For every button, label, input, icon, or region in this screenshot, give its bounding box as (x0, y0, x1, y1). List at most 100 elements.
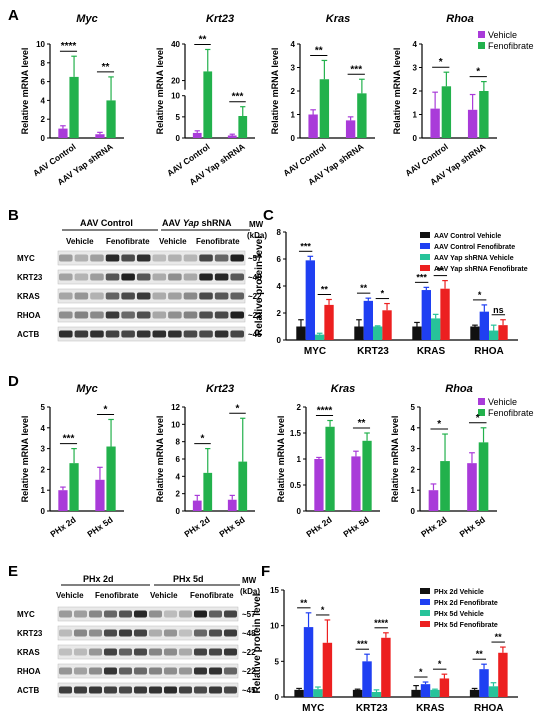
significance-label: * (236, 403, 240, 414)
significance-label: * (104, 404, 108, 415)
bar-krt23-aav-yap-shrna-fenofibrate (382, 310, 392, 340)
significance-label: **** (374, 618, 389, 628)
blot-band (59, 610, 72, 618)
y-tick-label: 20 (171, 77, 180, 86)
bar-phx-5d-fenofibrate (362, 440, 372, 511)
legend-label-aav-yap-shrna-fenofibrate: AAV Yap shRNA Fenofibrate (434, 266, 528, 273)
blot-row-label-rhoa: RHOA (17, 311, 41, 320)
bar-phx-5d-fenofibrate (238, 461, 248, 511)
blot-band (230, 330, 244, 338)
y-tick-label: 4 (41, 424, 46, 433)
y-tick-label: 2 (291, 87, 296, 96)
blot-band (89, 686, 102, 694)
blot-row-label-actb: ACTB (17, 330, 39, 339)
blot-row-label-actb: ACTB (17, 686, 39, 695)
significance-label: *** (300, 241, 311, 251)
bar-kras-aav-yap-shrna-fenofibrate (440, 288, 450, 340)
significance-label: * (321, 605, 325, 615)
blot-band (230, 273, 244, 281)
bar-aav-yap-shrna-fenofibrate (238, 116, 248, 138)
blot-band (136, 254, 151, 262)
bar-aav-control-vehicle (308, 114, 318, 138)
legend-label-phx-2d-fenofibrate: PHx 2d Fenofibrate (434, 600, 498, 607)
blot-band (90, 292, 104, 300)
blot-band (209, 610, 222, 618)
bar-myc-phx-5d-vehicle (313, 689, 323, 697)
legend-swatch-phx-2d-fenofibrate (420, 599, 430, 605)
blot-band (59, 648, 72, 656)
blot-row-label-myc: MYC (17, 254, 35, 263)
significance-label: ** (360, 283, 368, 293)
y-tick-label: 5 (411, 403, 416, 412)
blot-strip (57, 250, 246, 266)
bar-kras-phx-2d-fenofibrate (420, 684, 431, 697)
blot-band (104, 610, 117, 618)
bar-krt23-phx-2d-fenofibrate (362, 661, 372, 697)
y-axis-label: Relative mRNA level (276, 416, 286, 503)
x-tick-label: PHx 5d (217, 514, 246, 539)
significance-label: ** (321, 285, 329, 295)
bar-aav-yap-shrna-fenofibrate (357, 93, 367, 138)
blot-row-mw-krt23: ~48 (242, 629, 256, 638)
blot-band (164, 667, 177, 675)
legend-label-phx-5d-vehicle: PHx 5d Vehicle (434, 611, 484, 618)
blot-b-lane-1: Vehicle (66, 237, 94, 246)
blot-band (168, 254, 182, 262)
bar-kras-phx-5d-vehicle (430, 689, 440, 697)
blot-band (136, 311, 151, 319)
x-tick-label: KRAS (417, 346, 446, 357)
blot-band (74, 629, 87, 637)
blot-strip (57, 269, 246, 285)
blot-band (105, 311, 120, 319)
y-tick-label: 0 (176, 507, 181, 516)
y-tick-label: 5 (176, 113, 181, 122)
blot-b-lane-2: Fenofibrate (106, 237, 150, 246)
x-tick-label: PHx 2d (48, 514, 77, 539)
blot-band (214, 311, 229, 319)
blot-band (104, 648, 117, 656)
y-tick-label: 5 (275, 657, 280, 666)
blot-band (179, 686, 192, 694)
blot-band (209, 648, 222, 656)
legend-a-vehicle-swatch (478, 31, 485, 38)
blot-band (136, 273, 151, 281)
blot-band (121, 311, 135, 319)
blot-b-lane-4: Fenofibrate (196, 237, 240, 246)
blot-row-mw-kras: ~22 (242, 648, 256, 657)
x-tick-label: PHx 2d (419, 514, 448, 539)
significance-label: * (476, 67, 480, 78)
y-tick-label: 10 (36, 40, 45, 49)
legend-a-fenofibrate-swatch (478, 42, 485, 49)
x-tick-label: KRT23 (357, 346, 389, 357)
blot-e-lane-2: Fenofibrate (95, 591, 139, 600)
bar-phx-5d-vehicle (351, 456, 361, 511)
chart-6-d-krt23: 0 2 4 6 8 10 12 Relative mRNA level Krt23 PHx 2d P… (155, 383, 255, 539)
blot-band (224, 686, 237, 694)
western-blot-b: AAV Control AAV Yap shRNA Vehicle Fenofi… (17, 218, 267, 342)
chart-7-d-kras: 0 0.5 1 1.5 2 Relative mRNA level Kras PHx 2d PH… (276, 383, 380, 539)
blot-band (183, 330, 198, 338)
y-tick-label: 1 (41, 486, 46, 495)
chart-title: Kras (326, 13, 350, 25)
blot-band (59, 686, 72, 694)
blot-band (214, 273, 229, 281)
significance-label: **** (317, 406, 333, 417)
blot-band (168, 292, 182, 300)
blot-band (59, 667, 72, 675)
blot-band (74, 610, 87, 618)
blot-band (230, 254, 244, 262)
y-tick-label: 2 (297, 403, 302, 412)
blot-band (209, 629, 222, 637)
bar-kras-phx-2d-vehicle (411, 689, 421, 697)
bar-phx-2d-vehicle (58, 490, 68, 511)
bar-phx-2d-vehicle (314, 459, 324, 511)
y-tick-label: 8 (41, 59, 46, 68)
blot-band (105, 254, 120, 262)
y-tick-label: 0 (277, 336, 282, 345)
legend-d-fenofibrate-swatch (478, 409, 485, 416)
blot-band (90, 273, 104, 281)
y-tick-label: 1 (291, 111, 296, 120)
legend-a: Vehicle Fenofibrate (478, 30, 534, 51)
blot-band (119, 667, 132, 675)
blot-band (105, 292, 120, 300)
